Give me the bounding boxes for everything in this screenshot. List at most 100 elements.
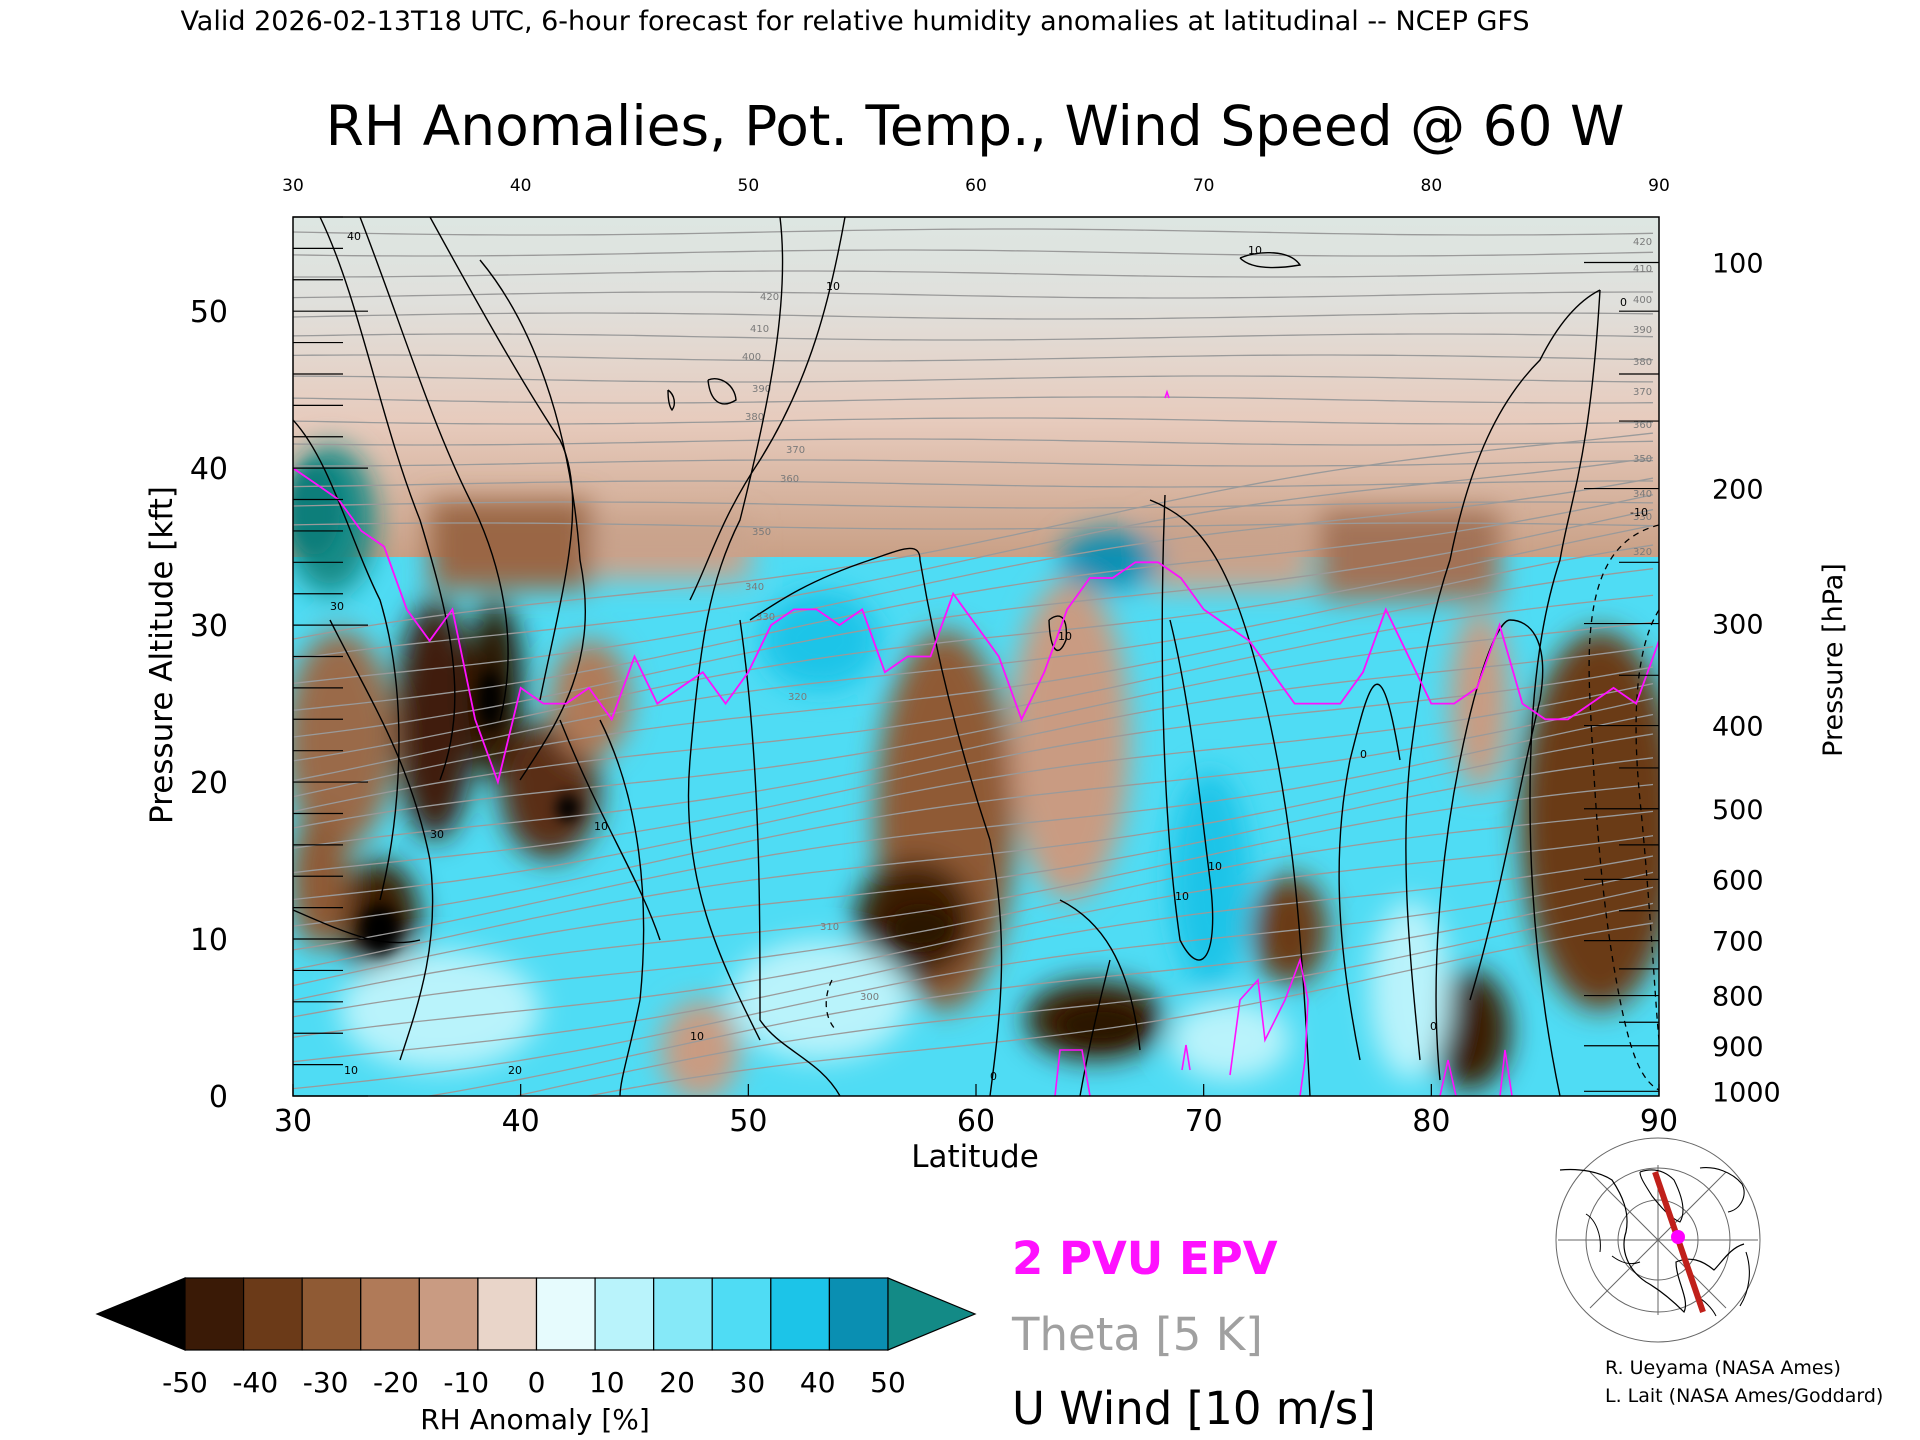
colorbar-swatch (477, 1277, 538, 1351)
theta-contour (293, 459, 1654, 467)
theta-label: 370 (786, 445, 805, 456)
theta-contour (293, 544, 1654, 782)
y-tick-label: 20 (190, 766, 228, 801)
theta-contour (293, 312, 1654, 320)
y2-tick-label: 800 (1712, 982, 1764, 1013)
y2-tick-label: 600 (1712, 865, 1764, 896)
x-tick-label: 60 (957, 1104, 995, 1139)
theta-contour (293, 396, 1654, 404)
theta-contour (293, 501, 1654, 509)
theta-label: 300 (860, 992, 879, 1003)
theta-contour (293, 810, 1654, 1018)
x-top-tick-label: 70 (1193, 176, 1215, 196)
theta-label-right: 330 (1633, 512, 1652, 523)
map-inset (1555, 1137, 1761, 1343)
colorbar-swatch (594, 1277, 655, 1351)
y-tick-label: 30 (190, 609, 228, 644)
theta-label-right: 360 (1633, 420, 1652, 431)
colorbar-swatch (242, 1277, 303, 1351)
colorbar-tick-label: -50 (162, 1366, 208, 1399)
svg-text:0: 0 (1360, 748, 1367, 761)
theta-label: 320 (788, 692, 807, 703)
theta-label-right: 410 (1633, 264, 1652, 275)
colorbar-swatch (711, 1277, 772, 1351)
x-top-tick-label: 90 (1648, 176, 1670, 196)
y-tick-label: 0 (209, 1080, 228, 1115)
theta-contour (293, 494, 1654, 711)
colorbar-tick-label: -30 (303, 1366, 349, 1399)
colorbar-label: RH Anomaly [%] (420, 1403, 650, 1436)
colorbar-swatch (301, 1277, 362, 1351)
u-wind-contours (293, 217, 1601, 1096)
svg-text:0: 0 (990, 1070, 997, 1083)
colorbar-max-arrow (887, 1277, 977, 1351)
theta-contour (293, 757, 1654, 987)
theta-contour (293, 508, 1654, 738)
y2-tick-label: 500 (1712, 795, 1764, 826)
colorbar-swatch (535, 1277, 596, 1351)
axis-ticks (292, 216, 1660, 1097)
legend-theta: Theta [5 K] (1011, 1308, 1263, 1361)
theta-contour (293, 783, 1654, 1002)
x-tick-label: 50 (729, 1104, 767, 1139)
svg-text:40: 40 (347, 230, 361, 243)
x-tick-label: 30 (274, 1104, 312, 1139)
svg-text:0: 0 (1430, 1020, 1437, 1033)
x-top-tick-label: 30 (282, 176, 304, 196)
theta-contour (293, 697, 1654, 927)
svg-text:10: 10 (344, 1064, 358, 1077)
x-tick-label: 80 (1412, 1104, 1450, 1139)
theta-contour (293, 438, 1654, 446)
y-axis-label: Pressure Altitude [kft] (144, 486, 180, 824)
y2-tick-labels: 100 200 300 400 500 600 700 800 900 1000 (1712, 249, 1781, 1109)
theta-contour (293, 228, 1654, 236)
theta-contour (293, 457, 1654, 660)
theta-contour (293, 682, 1654, 901)
y2-tick-label: 100 (1712, 249, 1764, 280)
legend-u-wind: U Wind [10 m/s] (1012, 1382, 1376, 1435)
legend: 2 PVU EPV Theta [5 K] U Wind [10 m/s] (1011, 1232, 1376, 1435)
colorbar-tick-label: 50 (870, 1366, 906, 1399)
x-tick-label: 70 (1185, 1104, 1223, 1139)
y-tick-label: 10 (190, 923, 228, 958)
colorbar-tick-label: 10 (589, 1366, 625, 1399)
theta-label-right: 350 (1633, 454, 1652, 465)
colorbar-tick-label: 0 (528, 1366, 546, 1399)
theta-contour (293, 871, 1654, 1090)
x-top-tick-label: 50 (738, 176, 760, 196)
valid-line: Valid 2026-02-13T18 UTC, 6-hour forecast… (180, 6, 1529, 37)
theta-label-right: 420 (1633, 237, 1652, 248)
theta-contour (584, 922, 1654, 1096)
y2-tick-label: 400 (1712, 712, 1764, 743)
theta-contour (293, 666, 1654, 874)
y2-tick-label: 300 (1712, 610, 1764, 641)
theta-label: 330 (756, 612, 775, 623)
wind-labels: 40 30 30 10 10 10 10 10 10 0 0 0 -10 0 1… (330, 230, 1648, 1083)
theta-label: 380 (745, 412, 764, 423)
credit-line-1: R. Ueyama (NASA Ames) (1605, 1357, 1841, 1379)
colorbar-tick-label: 40 (800, 1366, 836, 1399)
theta-contours (293, 228, 1654, 1096)
theta-label: 390 (752, 384, 771, 395)
theta-label-right: 320 (1633, 547, 1652, 558)
theta-contour (293, 713, 1654, 951)
svg-text:10: 10 (1058, 630, 1072, 643)
epv-2pvu-line (293, 467, 1659, 786)
svg-text:20: 20 (508, 1064, 522, 1077)
theta-label: 360 (780, 474, 799, 485)
x-tick-label: 40 (502, 1104, 540, 1139)
theta-contour (293, 733, 1654, 971)
theta-contour (293, 333, 1654, 341)
colorbar-tick-label: 30 (730, 1366, 766, 1399)
u-wind-dashed (825, 524, 1659, 1091)
theta-label: 420 (760, 292, 779, 303)
theta-contour (293, 568, 1654, 798)
svg-text:10: 10 (690, 1030, 704, 1043)
theta-label-right: 370 (1633, 387, 1652, 398)
theta-contour (293, 524, 1654, 762)
colorbar-swatch (828, 1277, 889, 1351)
theta-contour (293, 354, 1654, 362)
colorbar-swatch (360, 1277, 420, 1351)
svg-text:30: 30 (330, 600, 344, 613)
